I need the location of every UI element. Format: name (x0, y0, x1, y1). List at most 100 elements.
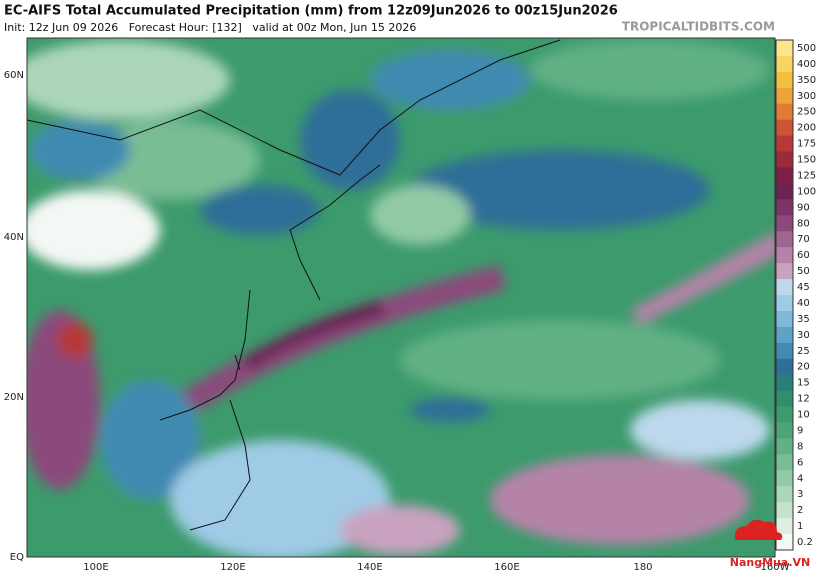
colorbar-label: 25 (797, 346, 810, 357)
colorbar-label: 125 (797, 170, 816, 181)
lat-label: 60N (4, 70, 24, 81)
colorbar-label: 400 (797, 59, 816, 70)
field (530, 40, 770, 100)
logo: NangMua.VN (730, 519, 810, 569)
colorbar-swatch (776, 518, 793, 535)
colorbar-label: 70 (797, 234, 810, 245)
colorbar-swatch (776, 326, 793, 344)
lon-label: 100E (83, 562, 108, 573)
field (30, 120, 130, 180)
colorbar-label: 3 (797, 489, 803, 500)
field (490, 455, 750, 545)
logo-text: NangMua.VN (730, 556, 810, 569)
lon-label: 120E (220, 562, 245, 573)
precip-map (27, 38, 775, 557)
colorbar-swatch (776, 135, 793, 153)
colorbar-label: 4 (797, 473, 803, 484)
title: EC-AIFS Total Accumulated Precipitation … (4, 4, 618, 19)
colorbar-swatch (776, 502, 793, 519)
colorbar-label: 250 (797, 107, 816, 118)
colorbar-swatch (776, 422, 793, 439)
field (200, 185, 320, 235)
colorbar-swatch (776, 247, 793, 264)
colorbar-swatch (776, 295, 793, 312)
colorbar-swatch (776, 486, 793, 503)
colorbar-swatch (776, 390, 793, 408)
field (57, 322, 93, 358)
subtitle: Init: 12z Jun 09 2026 Forecast Hour: [13… (4, 21, 416, 34)
colorbar-label: 45 (797, 282, 810, 293)
colorbar-label: 0.2 (797, 537, 813, 548)
colorbar-swatch (776, 231, 793, 248)
lon-label: 160E (494, 562, 519, 573)
colorbar-label: 175 (797, 139, 816, 150)
field (410, 398, 490, 422)
logo-cloud (734, 519, 783, 540)
colorbar-label: 12 (797, 394, 810, 405)
colorbar-swatch (776, 279, 793, 296)
colorbar-label: 40 (797, 298, 810, 309)
colorbar-swatch (776, 406, 793, 423)
colorbar-label: 6 (797, 457, 803, 468)
colorbar-swatch (776, 310, 793, 328)
colorbar-swatch (776, 358, 793, 376)
coastlines (27, 39, 561, 531)
lat-label: 20N (4, 392, 24, 403)
colorbar-swatch (776, 103, 793, 121)
colorbar-label: 8 (797, 441, 803, 452)
colorbar-label: 90 (797, 202, 810, 213)
colorbar-label: 9 (797, 425, 803, 436)
field (240, 300, 385, 370)
colorbar-label: 30 (797, 330, 810, 341)
colorbar-label: 500 (797, 43, 816, 54)
colorbar-swatch (776, 40, 793, 57)
field (340, 505, 460, 555)
colorbar-swatch (776, 374, 793, 392)
field (170, 265, 505, 410)
colorbar-swatch (776, 119, 793, 137)
lat-label: 40N (4, 232, 24, 243)
colorbar-label: 80 (797, 218, 810, 229)
field (300, 90, 400, 190)
colorbar-swatch (776, 55, 793, 73)
colorbar-swatch (776, 151, 793, 168)
field (630, 400, 770, 460)
colorbar-label: 200 (797, 123, 816, 134)
field (27, 40, 230, 120)
lon-label: 180 (633, 562, 652, 573)
lon-label: 140E (357, 562, 382, 573)
colorbar-label: 50 (797, 266, 810, 277)
colorbar-label: 350 (797, 75, 816, 86)
colorbar-label: 2 (797, 505, 803, 516)
colorbar-swatch (776, 438, 793, 455)
field (400, 320, 720, 400)
field (27, 190, 160, 270)
colorbar-swatch (776, 215, 793, 232)
colorbar-swatch (776, 87, 793, 105)
colorbar-swatch (776, 454, 793, 471)
colorbar-swatch (776, 470, 793, 487)
colorbar-label: 150 (797, 155, 816, 166)
colorbar-swatch (776, 167, 793, 184)
colorbar-label: 60 (797, 250, 810, 261)
map-frame (26, 37, 776, 558)
field (370, 185, 470, 245)
field (370, 50, 530, 110)
axes: 60N 40N 20N EQ 100E 120E 140E 160E 180 160W (4, 70, 790, 573)
lat-label: EQ (10, 552, 24, 563)
field (410, 150, 710, 230)
field (100, 380, 200, 500)
lon-label: 160W (761, 562, 790, 573)
field (170, 440, 390, 557)
colorbar-label: 1 (797, 521, 803, 532)
colorbar-label: 10 (797, 410, 810, 421)
colorbar-swatch (776, 342, 793, 360)
colorbar-label: 15 (797, 378, 810, 389)
colorbar-swatch (776, 199, 793, 216)
colorbar: 5004003503002502001751501251009080706050… (775, 39, 816, 551)
colorbar-label: 35 (797, 314, 810, 325)
colorbar-swatch (776, 263, 793, 280)
field (630, 232, 775, 325)
colorbar-label: 20 (797, 362, 810, 373)
watermark: TROPICALTIDBITS.COM (622, 20, 775, 34)
